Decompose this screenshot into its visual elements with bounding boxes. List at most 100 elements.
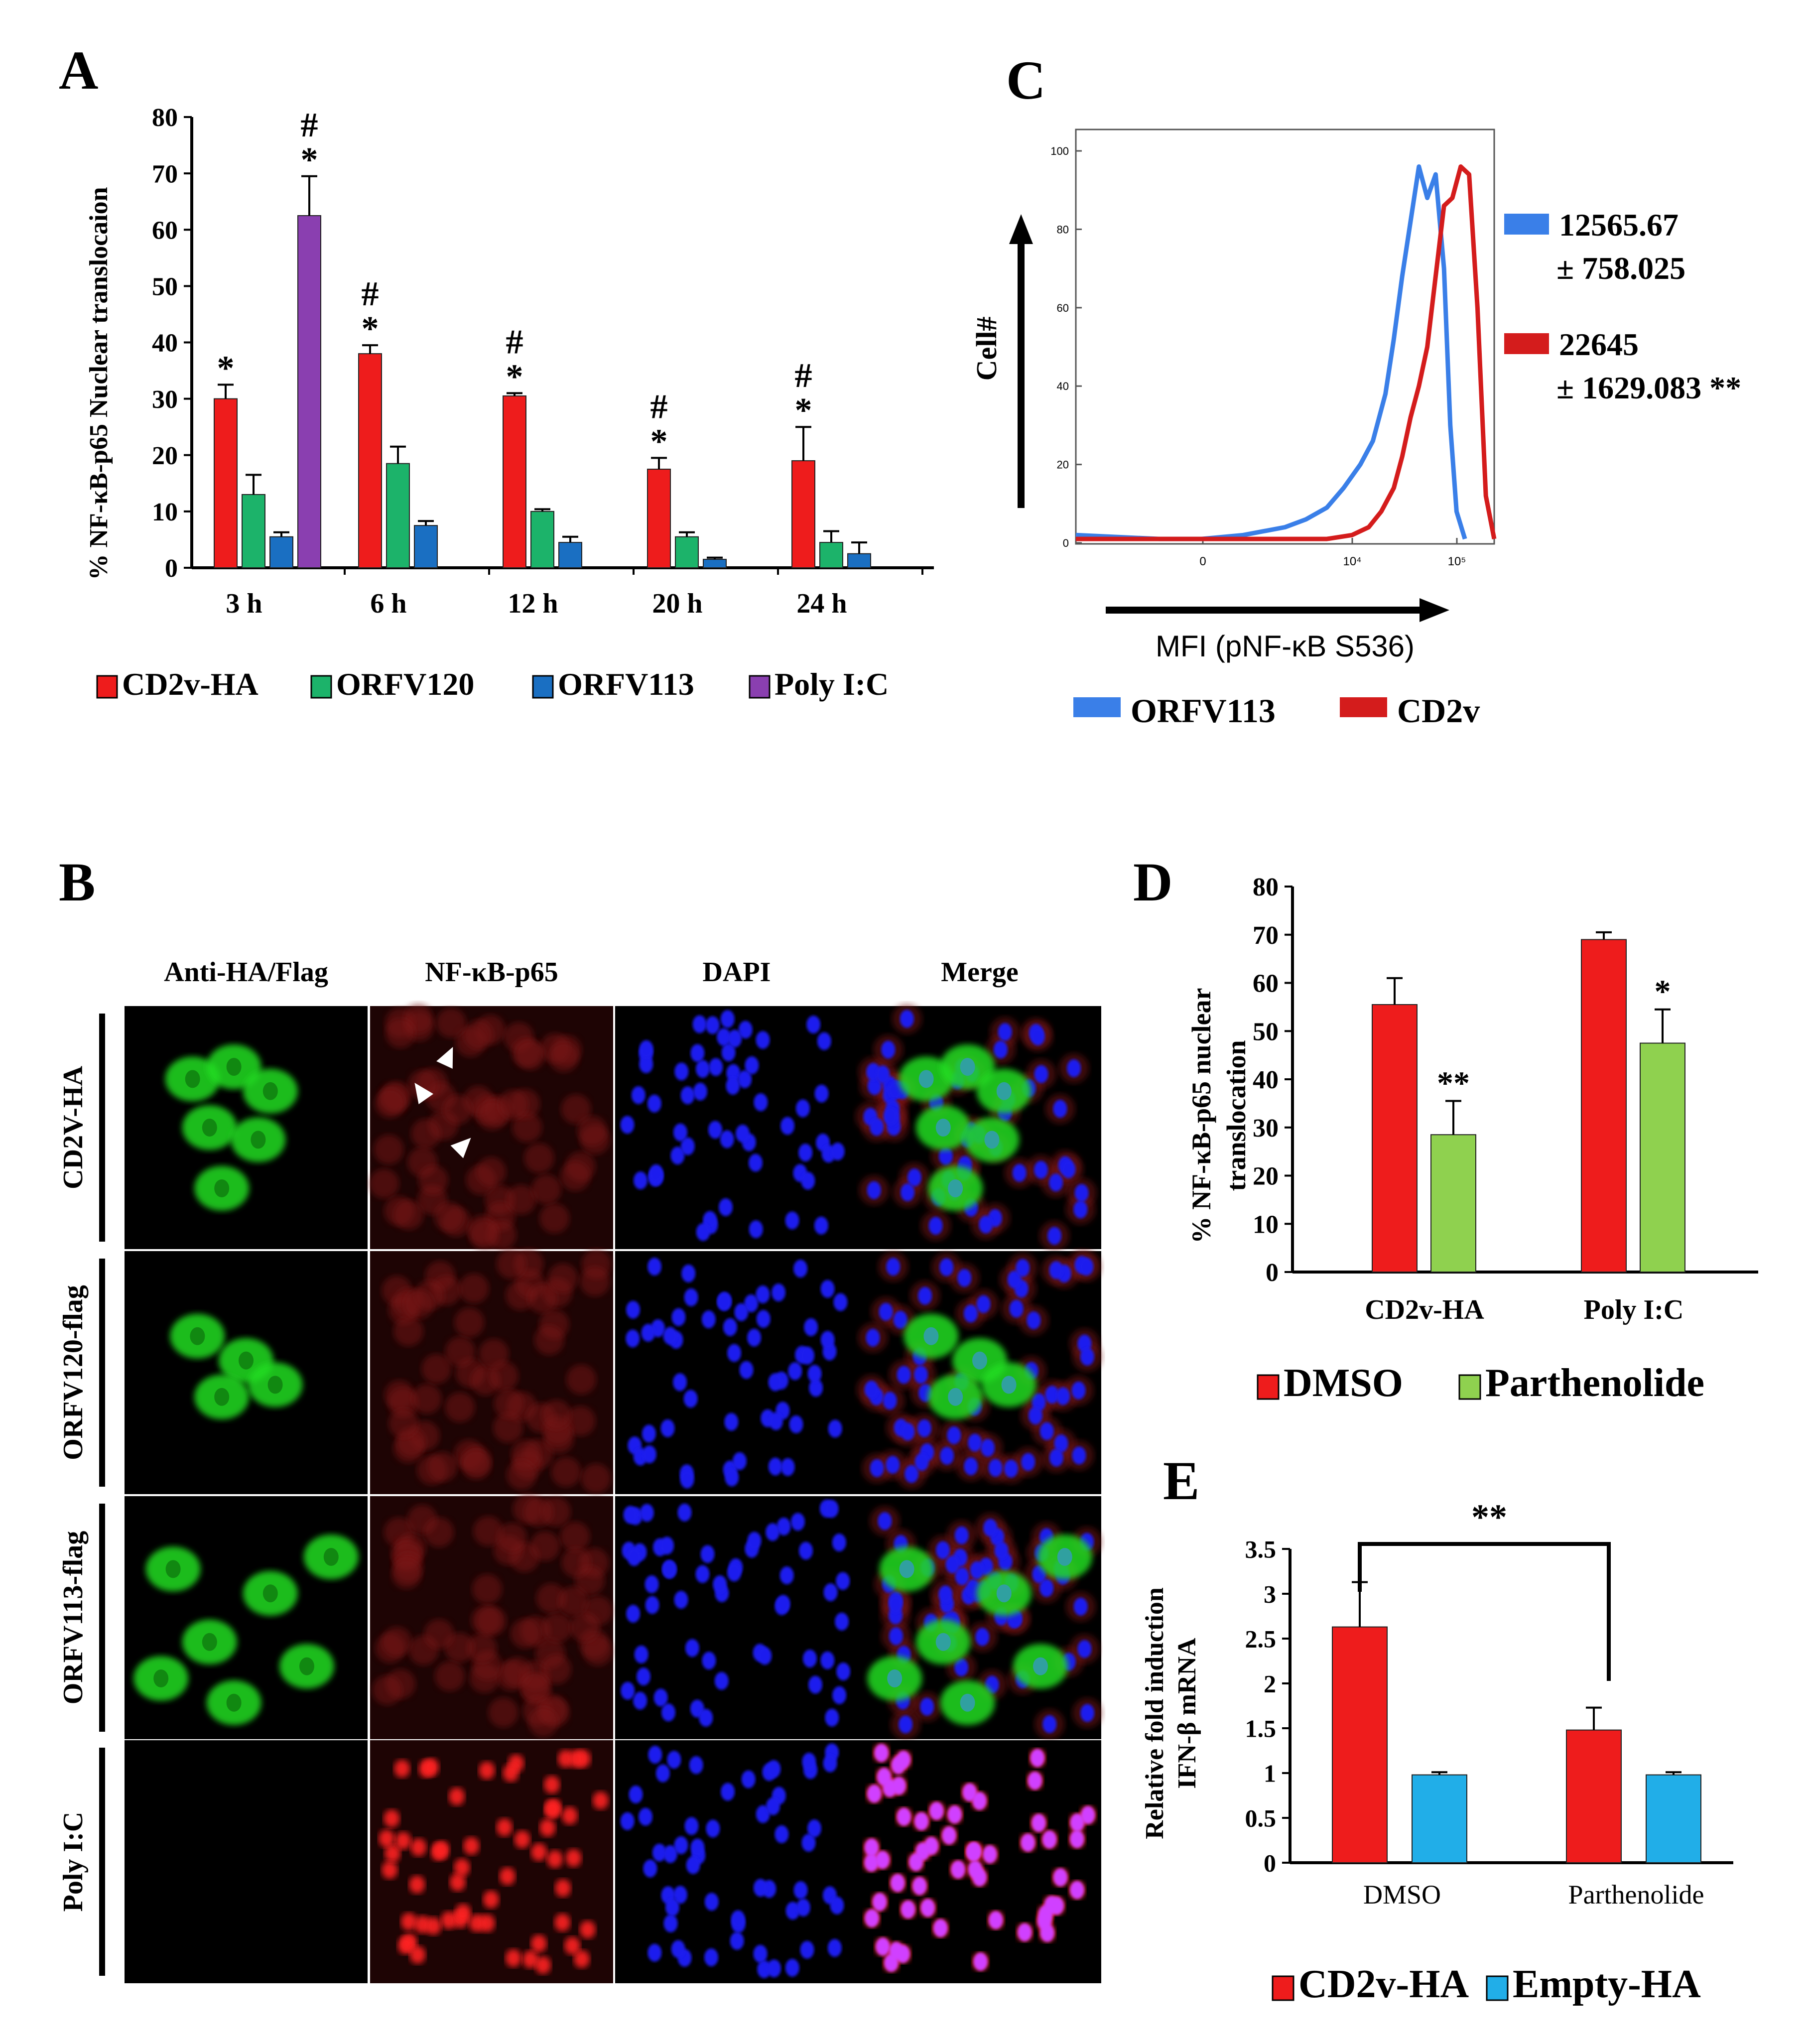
panel-b-nucleus — [667, 1751, 681, 1769]
panel-b-nucleus — [939, 1258, 954, 1277]
panel-c-x-tick-label: 10⁴ — [1343, 555, 1361, 568]
panel-b-nucleus — [639, 1055, 653, 1073]
panel-c-y-tick-label: 80 — [1057, 223, 1069, 236]
panel-b-row-label: ORFV113-flag — [58, 1531, 89, 1704]
panel-b-nucleus — [976, 1295, 991, 1313]
panel-b-red-stain — [449, 1787, 465, 1805]
panel-b-nucleus — [954, 1526, 969, 1544]
panel-b-nucleus — [749, 1220, 763, 1239]
panel-b-nucleus — [1081, 1806, 1095, 1824]
panel-b-nucleus — [889, 1942, 904, 1960]
panel-b-nucleus — [1072, 1446, 1086, 1465]
panel-d-legend-label: DMSO — [1284, 1361, 1403, 1405]
panel-b-green-cell-nucleus — [918, 1070, 934, 1088]
panel-b-nucleus — [681, 1264, 696, 1282]
panel-b-green-cell-nucleus — [190, 1327, 205, 1345]
panel-a-legend-swatch — [310, 675, 332, 699]
panel-b-nucleus — [1028, 1406, 1042, 1425]
panel-b-red-stain — [541, 1400, 571, 1430]
panel-b-nucleus — [804, 1318, 818, 1336]
panel-b-nucleus — [867, 1077, 882, 1095]
panel-a-x-label: 3 h — [226, 588, 262, 619]
panel-b-nucleus — [828, 1419, 842, 1438]
panel-b-green-cell-nucleus — [262, 1584, 278, 1603]
panel-b-green-cell-nucleus — [153, 1669, 169, 1687]
panel-e-legend-label: CD2v-HA — [1298, 1962, 1469, 2006]
panel-b-nucleus — [704, 1893, 719, 1911]
panel-b-nucleus — [808, 1675, 823, 1694]
panel-a-y-tick-label: 70 — [152, 160, 178, 188]
panel-a-bar — [647, 469, 671, 568]
panel-a-star-annotation: * — [795, 391, 812, 430]
panel-a-x-label: 12 h — [508, 588, 558, 619]
panel-e-legend-label: Empty-HA — [1513, 1962, 1701, 2006]
panel-b-nucleus — [677, 1503, 692, 1522]
panel-d-label: D — [1133, 852, 1172, 912]
panel-b-nucleus — [1079, 1258, 1094, 1276]
panel-d-x-label: Poly I:C — [1584, 1294, 1684, 1325]
panel-b-red-stain — [384, 1809, 400, 1828]
panel-e-bar-chart: E Relative fold induction IFN-β mRNA 0 0.… — [1141, 1450, 1733, 2006]
panel-b-nucleus — [820, 1651, 835, 1669]
panel-b-nucleus — [692, 1015, 707, 1033]
panel-b-nucleus — [693, 1082, 707, 1101]
panel-b-nucleus — [914, 1453, 929, 1471]
panel-b-red-stain — [580, 1266, 610, 1296]
panel-e-y-tick-label: 3.5 — [1245, 1535, 1277, 1563]
panel-b-row-label: ORFV120-flag — [58, 1285, 89, 1460]
panel-b-nucleus — [690, 1838, 705, 1857]
panel-b-nucleus — [983, 1519, 998, 1537]
panel-b-red-stain — [558, 1586, 588, 1616]
panel-a-bar-chart: A % NF-κB-p65 Nuclear translocaion 0 10 20… — [59, 40, 934, 702]
panel-b-red-stain — [581, 1463, 611, 1494]
panel-a-legend-swatch — [96, 675, 118, 699]
panel-d-y-tick-label: 30 — [1253, 1114, 1279, 1143]
panel-b-nucleus — [876, 1065, 890, 1084]
panel-d-x-label: CD2v-HA — [1365, 1294, 1484, 1325]
panel-b-nucleus — [876, 1937, 890, 1956]
panel-e-y-tick-label: 0.5 — [1245, 1804, 1277, 1832]
panel-b-nucleus — [720, 1010, 735, 1028]
panel-b-nucleus — [968, 1860, 982, 1879]
panel-b-nucleus — [776, 1595, 790, 1613]
panel-b-red-stain — [385, 1018, 415, 1048]
panel-b-red-stain — [455, 1904, 471, 1922]
panel-b-nucleus — [1027, 1311, 1041, 1330]
panel-b-red-stain — [391, 1559, 422, 1589]
panel-b-nucleus — [870, 1459, 884, 1477]
panel-b-nucleus — [661, 1703, 675, 1722]
panel-a-y-tick-label: 50 — [152, 273, 178, 301]
panel-e-ylabel-line2: IFN-β mRNA — [1173, 1638, 1201, 1789]
panel-b-red-stain — [404, 1289, 434, 1319]
panel-b-nucleus — [998, 1023, 1012, 1041]
panel-b-nucleus — [744, 1294, 759, 1312]
panel-b-nucleus — [680, 1470, 694, 1489]
panel-b-green-cell-nucleus — [1001, 1376, 1017, 1394]
panel-b-nucleus — [798, 1144, 813, 1162]
panel-b-nucleus — [891, 1874, 905, 1892]
panel-b-red-stain — [522, 1950, 539, 1969]
panel-b-nucleus — [766, 1523, 780, 1541]
panel-b-red-stain — [493, 1412, 523, 1443]
panel-b-red-stain — [574, 1950, 590, 1968]
panel-b-nucleus — [653, 1688, 668, 1707]
panel-b-red-stain — [434, 1661, 465, 1691]
panel-b-nucleus — [988, 1459, 1003, 1477]
panel-b-green-cell-nucleus — [948, 1388, 963, 1406]
panel-b-nucleus — [979, 1215, 993, 1234]
panel-b-red-stain — [528, 1707, 558, 1737]
panel-b-nucleus — [966, 1843, 981, 1861]
panel-b-red-stain — [523, 1497, 554, 1527]
panel-b-nucleus — [695, 1060, 710, 1078]
panel-b-red-stain — [555, 1879, 571, 1897]
panel-b-nucleus — [983, 1845, 997, 1864]
panel-b-red-stain — [424, 1517, 454, 1547]
panel-b-green-cell-nucleus — [262, 1082, 278, 1100]
panel-b-nucleus — [807, 1819, 821, 1838]
panel-b-nucleus — [1080, 1347, 1094, 1366]
panel-b-red-stain — [534, 1325, 564, 1355]
panel-b-nucleus — [647, 1258, 662, 1276]
panel-b-row-label: CD2V-HA — [58, 1066, 89, 1189]
panel-b-nucleus — [706, 1819, 720, 1838]
panel-b-red-stain — [496, 1818, 513, 1837]
